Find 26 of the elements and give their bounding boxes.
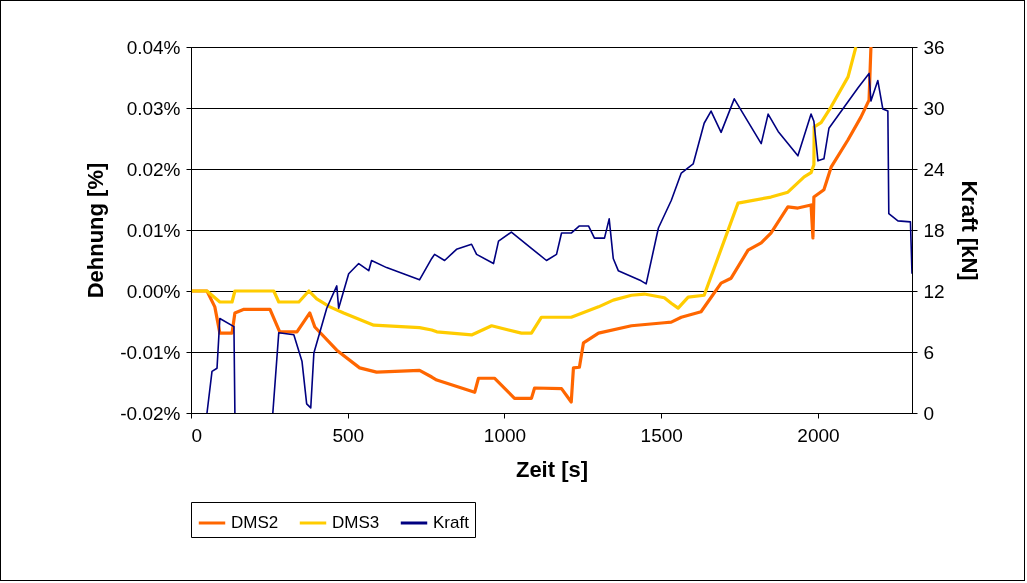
y-tick-label: 0.04% <box>126 36 181 58</box>
y2-tick-label: 24 <box>923 158 946 180</box>
y2-tick-label: 30 <box>923 97 945 119</box>
y-axis-title: Dehnung [%] <box>83 162 109 299</box>
x-tick-label: 1500 <box>640 424 683 446</box>
x-tick-label: 500 <box>332 424 365 446</box>
y2-tick-label: 6 <box>923 341 935 363</box>
x-tick-label: 2000 <box>797 424 840 446</box>
y-tick-label: 0.01% <box>126 219 181 241</box>
x-tick-label: 0 <box>191 424 203 446</box>
y2-tick-label: 12 <box>923 280 945 302</box>
line-series <box>191 47 858 337</box>
x-axis-title: Zeit [s] <box>515 456 589 482</box>
y-tick-label: -0.01% <box>120 341 181 363</box>
legend-label: DMS2 <box>231 513 279 532</box>
y-tick-label: 0.02% <box>126 158 181 180</box>
x-tick-label: 1000 <box>483 424 527 446</box>
y2-axis-title: Kraft [kN] <box>956 180 982 281</box>
y-tick-label: -0.02% <box>120 402 181 424</box>
y2-tick-label: 0 <box>923 402 935 424</box>
y2-tick-label: 36 <box>923 36 945 58</box>
y-tick-label: 0.00% <box>126 280 181 302</box>
y-tick-label: 0.03% <box>126 97 181 119</box>
legend-label: Kraft <box>433 513 470 532</box>
legend-label: DMS3 <box>332 513 380 532</box>
y2-tick-label: 18 <box>923 219 945 241</box>
